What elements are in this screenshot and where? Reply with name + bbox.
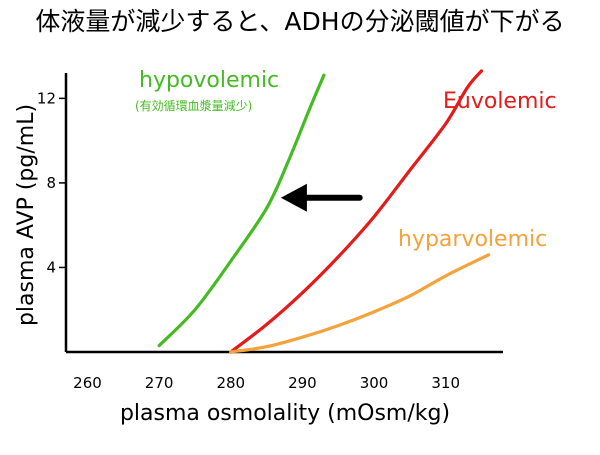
x-tick-label: 310: [431, 374, 460, 392]
arrow-left-icon: [280, 183, 307, 212]
series-lines: [157, 69, 491, 354]
y-axis-label: plasma AVP (pg/mL): [14, 104, 39, 326]
y-ticks: 4 8 12: [37, 89, 66, 276]
axes: [64, 73, 503, 354]
series-line-hyparvolemic: [229, 253, 491, 354]
series-line-hypovolemic: [157, 73, 326, 348]
y-tick-label: 12: [37, 89, 56, 107]
series-sublabel: (有効循環血漿量減少): [135, 98, 252, 113]
series-labels: hypovolemic (有効循環血漿量減少) Euvolemic hyparvole…: [135, 68, 557, 252]
x-tick-label: 270: [145, 374, 174, 392]
series-label-euvolemic: Euvolemic: [443, 89, 557, 114]
annotations: [280, 183, 363, 212]
series-label-hyparvolemic: hyparvolemic: [398, 227, 547, 252]
x-tick-label: 290: [288, 374, 317, 392]
y-tick-label: 8: [46, 174, 56, 192]
x-tick-label: 280: [216, 374, 245, 392]
chart-title: 体液量が減少すると、ADHの分泌閾値が下がる: [35, 7, 564, 36]
series-line-euvolemic: [229, 69, 484, 354]
y-tick-label: 4: [46, 258, 56, 276]
x-axis-label: plasma osmolality (mOsm/kg): [120, 401, 450, 426]
x-tick-label: 300: [360, 374, 389, 392]
x-tick-label: 260: [73, 374, 102, 392]
series-label-hypovolemic: hypovolemic: [139, 68, 279, 93]
x-ticks: 260 270 280 290 300 310: [73, 374, 460, 392]
